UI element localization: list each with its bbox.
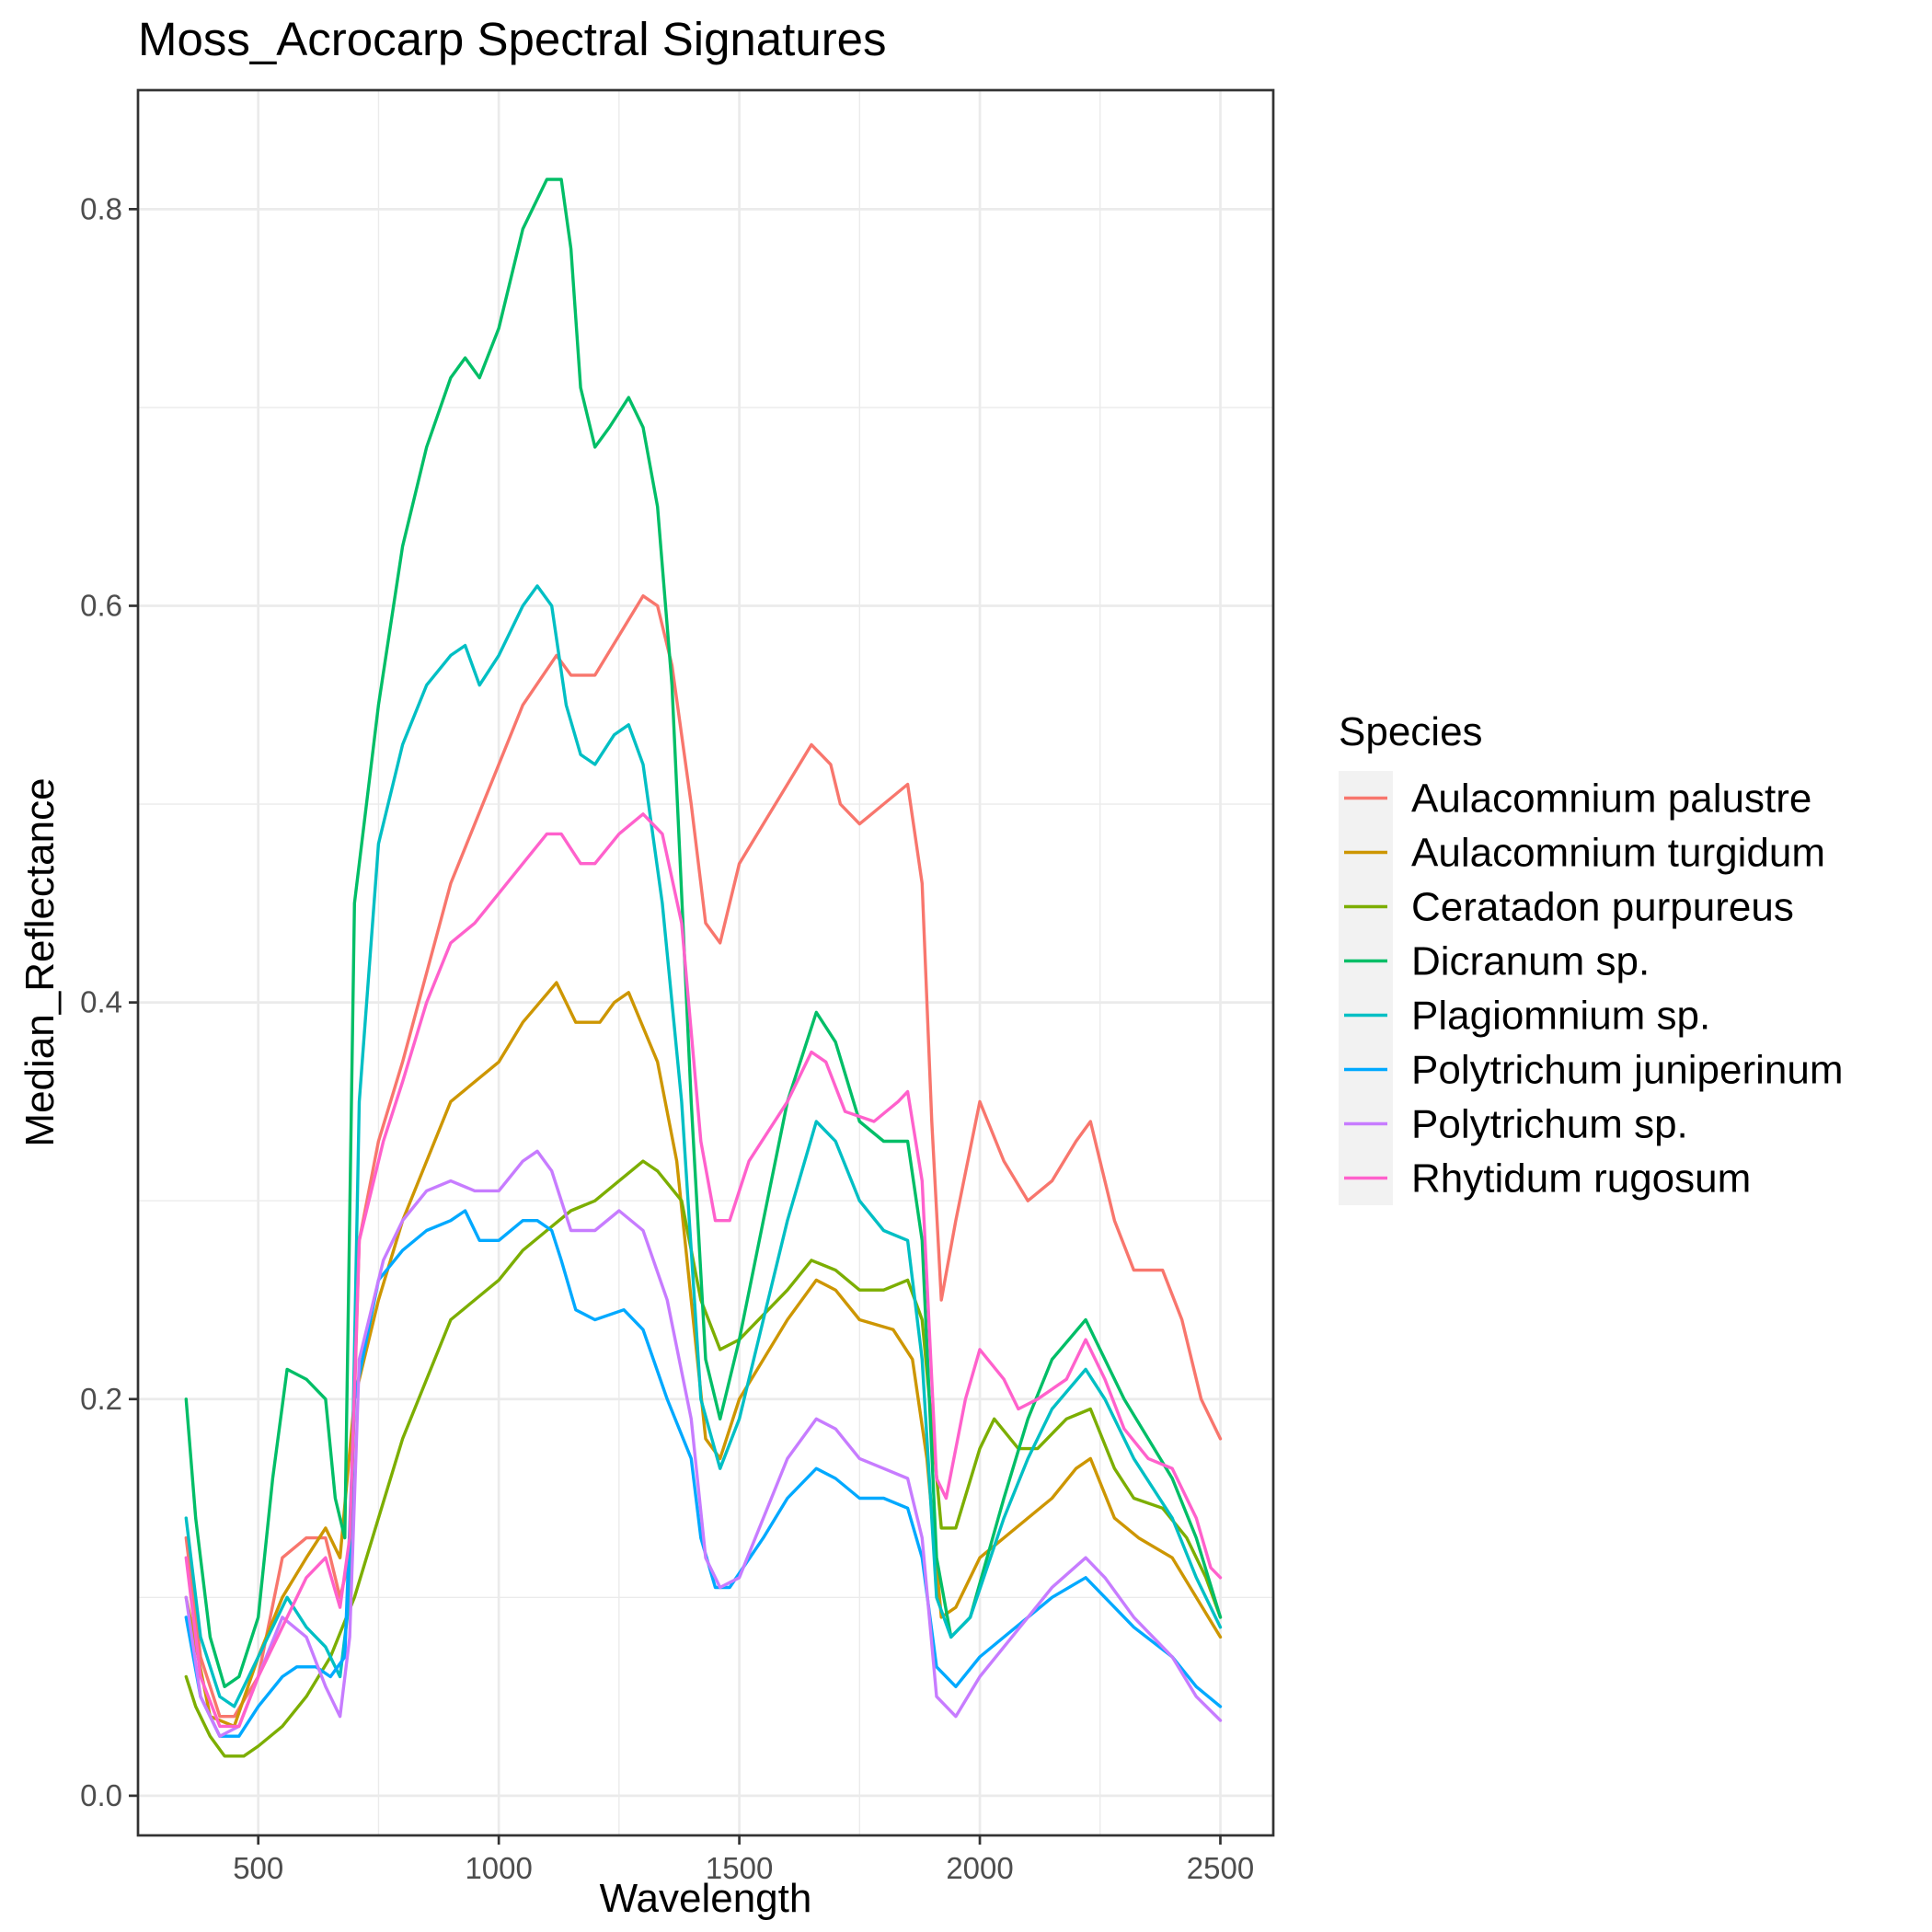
y-tick-label: 0.0: [80, 1778, 122, 1812]
chart-title: Moss_Acrocarp Spectral Signatures: [138, 13, 887, 65]
x-tick-label: 500: [233, 1851, 283, 1885]
x-tick-label: 1500: [706, 1851, 773, 1885]
series-lines: [184, 178, 1223, 1758]
legend-label: Plagiomnium sp.: [1411, 994, 1710, 1039]
legend-label: Polytrichum sp.: [1411, 1102, 1688, 1147]
legend-item: Plagiomnium sp.: [1339, 988, 1710, 1042]
y-axis-title: Median_Reflectance: [17, 777, 63, 1146]
legend-label: Aulacomnium palustre: [1411, 776, 1811, 822]
x-axis-title: Wavelength: [600, 1876, 812, 1921]
series-line: [184, 1149, 1223, 1738]
legend-label: Dicranum sp.: [1411, 939, 1650, 984]
plot-panel: [136, 88, 1275, 1837]
panel-border: [136, 88, 1275, 1837]
legend-item: Dicranum sp.: [1339, 934, 1650, 988]
y-axis: 0.0 0.2 0.4 0.6 0.8: [80, 191, 138, 1812]
legend-item: Aulacomnium palustre: [1339, 771, 1811, 825]
legend-item: Rhytidum rugosum: [1339, 1151, 1751, 1205]
legend-items: Aulacomnium palustre Aulacomnium turgidum…: [1339, 771, 1844, 1205]
x-axis: 500 1000 1500 2000 2500: [233, 1835, 1254, 1885]
series-line: [184, 178, 1223, 1688]
legend-label: Aulacomnium turgidum: [1411, 831, 1825, 876]
y-tick-label: 0.6: [80, 588, 122, 622]
y-tick-label: 0.4: [80, 985, 122, 1019]
legend-title: Species: [1339, 709, 1483, 754]
legend-label: Polytrichum juniperinum: [1411, 1048, 1844, 1093]
x-tick-label: 1000: [465, 1851, 532, 1885]
y-tick-label: 0.2: [80, 1382, 122, 1416]
legend: Species Aulacomnium palustreAulacomnium …: [1339, 709, 1844, 1205]
legend-item: Polytrichum juniperinum: [1339, 1042, 1844, 1097]
legend-item: Ceratadon purpureus: [1339, 880, 1794, 934]
legend-label: Rhytidum rugosum: [1411, 1156, 1751, 1202]
x-tick-label: 2000: [946, 1851, 1013, 1885]
y-tick-label: 0.8: [80, 191, 122, 225]
series-line: [184, 812, 1223, 1729]
x-tick-label: 2500: [1187, 1851, 1254, 1885]
legend-label: Ceratadon purpureus: [1411, 885, 1794, 930]
legend-item: Aulacomnium turgidum: [1339, 825, 1825, 880]
grid-lines: [138, 90, 1273, 1835]
series-line: [184, 1209, 1223, 1738]
legend-item: Polytrichum sp.: [1339, 1097, 1688, 1151]
